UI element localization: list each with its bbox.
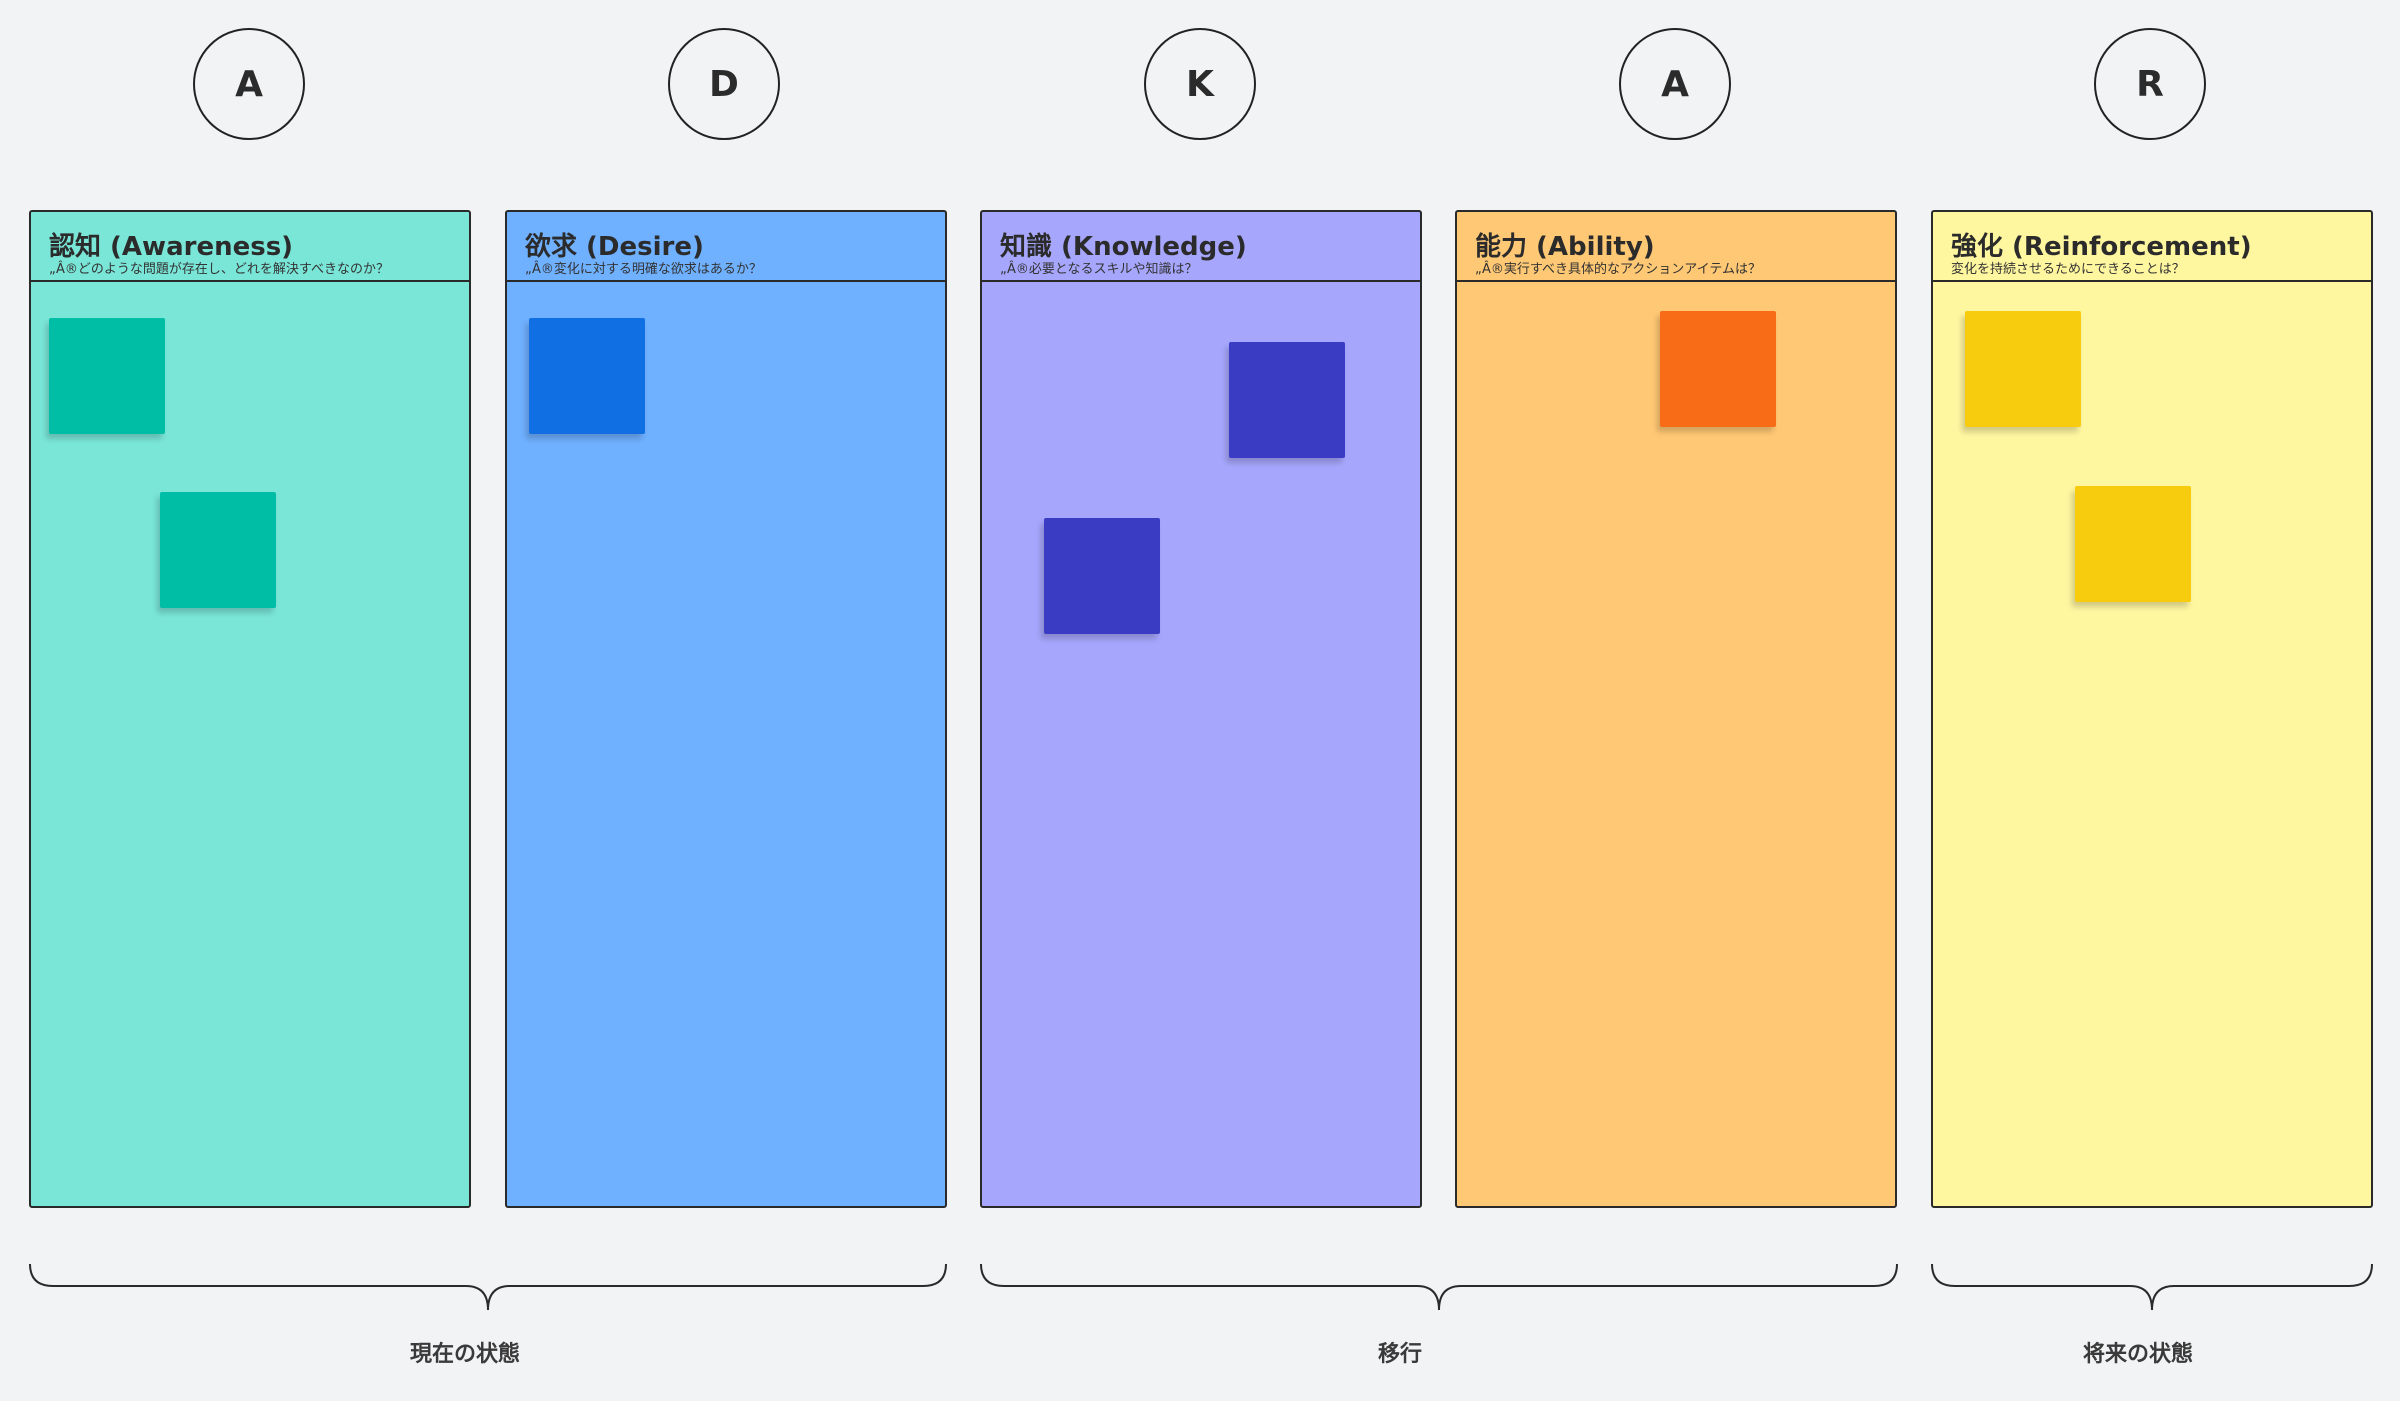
sticky-note[interactable] bbox=[1965, 311, 2081, 427]
column-subtitle: „Â®必要となるスキルや知識は？ bbox=[1000, 262, 1198, 277]
column-subtitle: „Â®変化に対する明確な欲求はあるか？ bbox=[525, 262, 762, 277]
sticky-note[interactable] bbox=[160, 492, 276, 608]
column-header: 欲求 (Desire) „Â®変化に対する明確な欲求はあるか？ bbox=[507, 212, 945, 282]
column-header: 認知 (Awareness) „Â®どのような問題が存在し、どれを解決すべきなの… bbox=[31, 212, 469, 282]
stage-circle-awareness: A bbox=[193, 28, 305, 140]
column-title: 認知 (Awareness) bbox=[49, 232, 294, 262]
column-desire: 欲求 (Desire) „Â®変化に対する明確な欲求はあるか？ bbox=[505, 210, 947, 1208]
column-ability: 能力 (Ability) „Â®実行すべき具体的なアクションアイテムは？ bbox=[1455, 210, 1897, 1208]
column-header: 強化 (Reinforcement) 変化を持続させるためにできることは？ bbox=[1933, 212, 2371, 282]
column-title: 強化 (Reinforcement) bbox=[1951, 232, 2252, 262]
sticky-note[interactable] bbox=[529, 318, 645, 434]
column-awareness: 認知 (Awareness) „Â®どのような問題が存在し、どれを解決すべきなの… bbox=[29, 210, 471, 1208]
column-title: 知識 (Knowledge) bbox=[1000, 232, 1247, 262]
stage-circle-desire: D bbox=[668, 28, 780, 140]
brace-transition bbox=[980, 1262, 1898, 1314]
sticky-note[interactable] bbox=[2075, 486, 2191, 602]
column-reinforcement: 強化 (Reinforcement) 変化を持続させるためにできることは？ bbox=[1931, 210, 2373, 1208]
column-header: 能力 (Ability) „Â®実行すべき具体的なアクションアイテムは？ bbox=[1457, 212, 1895, 282]
stage-circle-reinforcement: R bbox=[2094, 28, 2206, 140]
sticky-note[interactable] bbox=[49, 318, 165, 434]
brace-future-state bbox=[1931, 1262, 2373, 1314]
phase-label-current-state: 現在の状態 bbox=[409, 1342, 521, 1367]
column-title: 能力 (Ability) bbox=[1475, 232, 1655, 262]
phase-label-future-state: 将来の状態 bbox=[2082, 1342, 2194, 1367]
column-subtitle: „Â®どのような問題が存在し、どれを解決すべきなのか？ bbox=[49, 262, 389, 277]
column-header: 知識 (Knowledge) „Â®必要となるスキルや知識は？ bbox=[982, 212, 1420, 282]
column-title: 欲求 (Desire) bbox=[525, 232, 704, 262]
phase-label-transition: 移行 bbox=[1377, 1342, 1423, 1367]
stage-circle-ability: A bbox=[1619, 28, 1731, 140]
column-subtitle: „Â®実行すべき具体的なアクションアイテムは？ bbox=[1475, 262, 1762, 277]
sticky-note[interactable] bbox=[1229, 342, 1345, 458]
sticky-note[interactable] bbox=[1044, 518, 1160, 634]
stage-circle-knowledge: K bbox=[1144, 28, 1256, 140]
column-subtitle: 変化を持続させるためにできることは？ bbox=[1951, 262, 2185, 277]
sticky-note[interactable] bbox=[1660, 311, 1776, 427]
column-knowledge: 知識 (Knowledge) „Â®必要となるスキルや知識は？ bbox=[980, 210, 1422, 1208]
brace-current-state bbox=[29, 1262, 947, 1314]
